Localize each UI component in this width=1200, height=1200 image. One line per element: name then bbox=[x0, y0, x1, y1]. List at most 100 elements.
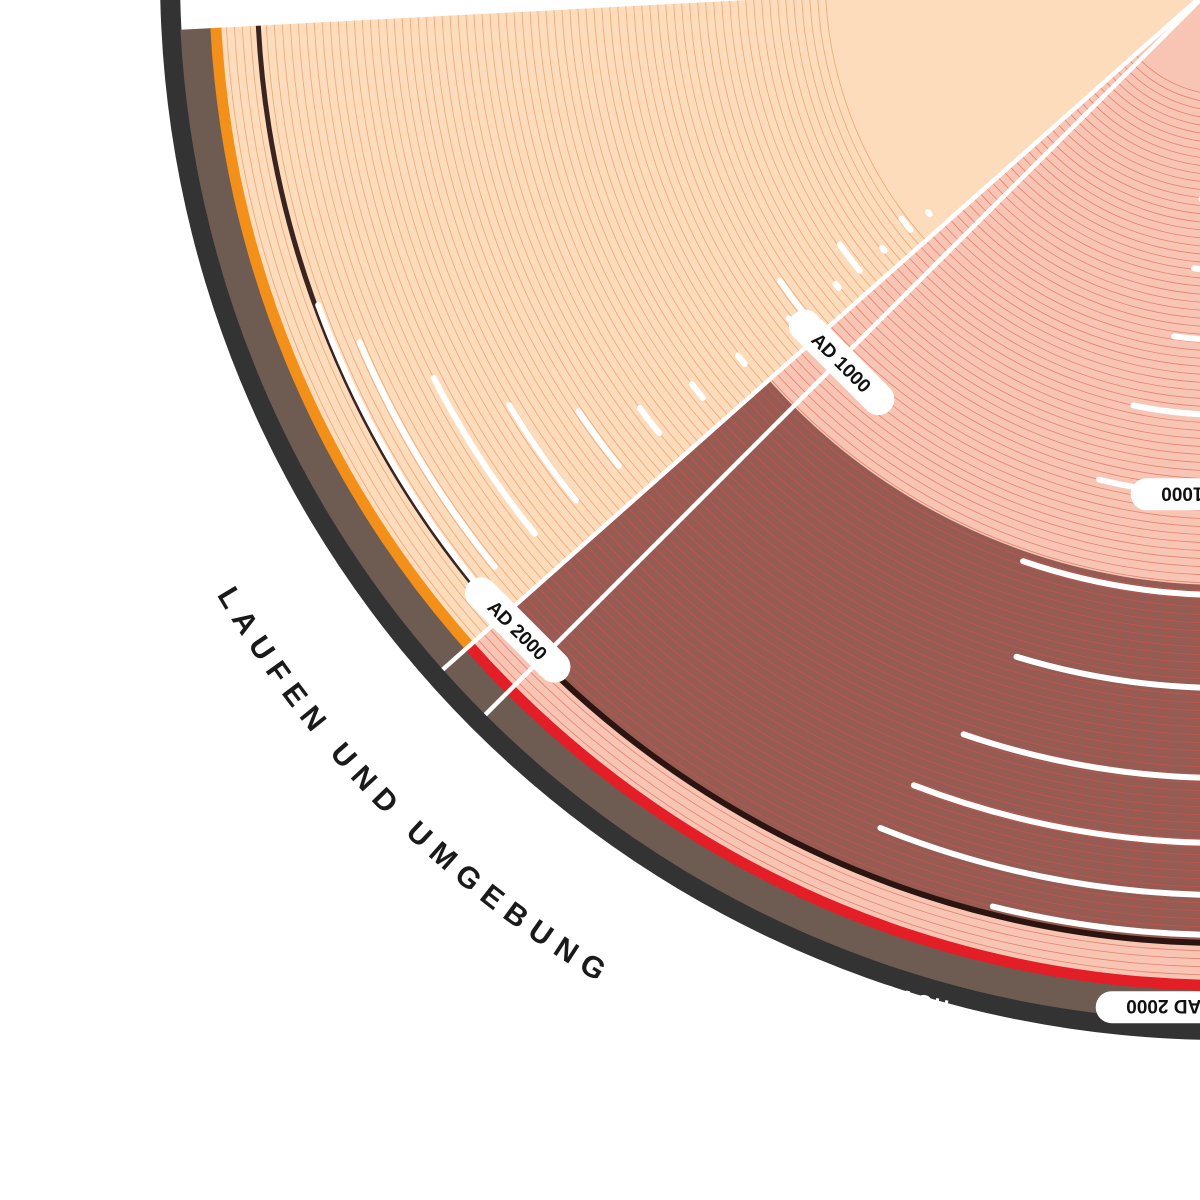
schloss-ring-line bbox=[476, 638, 1200, 976]
schloss-ring-line bbox=[1003, 171, 1200, 271]
growth-arc bbox=[1171, 333, 1200, 343]
lokalbahn-ring-line bbox=[577, 8, 741, 406]
schloss-ring-line bbox=[1081, 102, 1200, 166]
schloss-ring-line bbox=[829, 325, 1200, 503]
lokalbahn-ring-line bbox=[473, 14, 663, 475]
schloss-ring-line bbox=[572, 553, 1200, 848]
lokalbahn-ring-line bbox=[377, 19, 592, 539]
schloss-ring-line bbox=[1105, 80, 1200, 134]
divider-upper bbox=[483, 0, 1200, 717]
schloss-ring-line bbox=[835, 319, 1200, 495]
schloss-ring-line bbox=[710, 431, 1200, 663]
schloss-ring-line bbox=[602, 527, 1200, 807]
growth-arc bbox=[1191, 265, 1200, 272]
schloss-ring-line bbox=[530, 590, 1200, 904]
lokalbahn-ring-line bbox=[601, 7, 759, 390]
schloss-ring-line bbox=[943, 224, 1200, 351]
schloss-ring-line bbox=[614, 516, 1200, 792]
growth-arc bbox=[356, 339, 498, 570]
schloss-ring-line bbox=[847, 309, 1200, 479]
growth-arc bbox=[688, 381, 706, 401]
schloss-ring-line bbox=[578, 548, 1200, 839]
growth-arc bbox=[989, 903, 1200, 938]
lokalbahn-ring-line bbox=[681, 3, 819, 337]
schloss-ring-line bbox=[746, 399, 1200, 615]
growth-arc bbox=[898, 215, 914, 233]
lokalbahn-ring-line bbox=[665, 4, 807, 348]
schloss-ring-line bbox=[524, 596, 1200, 911]
schloss-ring-line bbox=[662, 474, 1200, 727]
lokalbahn-ring-line bbox=[457, 15, 651, 486]
schloss-ring-line bbox=[494, 622, 1200, 952]
schloss-ring-line bbox=[871, 288, 1200, 447]
schloss-ring-line bbox=[1021, 155, 1200, 247]
schloss-ring-line bbox=[823, 330, 1200, 511]
lokalbahn-ring-line bbox=[521, 11, 699, 443]
schloss-ring-line bbox=[782, 367, 1200, 567]
growth-arc bbox=[910, 782, 1200, 846]
lokalbahn-ring-line bbox=[761, 0, 879, 284]
schloss-ring-line bbox=[1075, 107, 1200, 174]
schloss-ring-line bbox=[883, 277, 1200, 431]
schloss-ring-line bbox=[764, 383, 1200, 591]
schloss-ring-line bbox=[949, 219, 1200, 343]
lokalbahn-ring-line bbox=[617, 6, 771, 379]
lokalbahn-ring-line bbox=[809, 0, 915, 252]
growth-arc bbox=[960, 731, 1200, 781]
lokalbahn-ring-line bbox=[609, 7, 765, 385]
lokalbahn-ring-line bbox=[329, 21, 556, 571]
growth-arc bbox=[877, 825, 1200, 898]
schloss-ring-line bbox=[644, 489, 1200, 751]
schloss-ring-line bbox=[638, 495, 1200, 759]
era-marker-lokalbahn-1000-pill bbox=[788, 309, 895, 416]
schloss-dark-zone bbox=[501, 380, 1200, 943]
lokalbahn-ring-line bbox=[713, 1, 843, 316]
schloss-ring-line bbox=[1069, 112, 1200, 182]
era-marker-schloss-2000-pill bbox=[1095, 991, 1200, 1024]
schloss-ring-line bbox=[800, 351, 1200, 543]
lokalbahn-ring-line bbox=[305, 23, 538, 587]
schloss-ring-line bbox=[937, 229, 1200, 359]
schloss-ring-line bbox=[997, 176, 1200, 279]
schloss-ring-line bbox=[620, 511, 1200, 784]
schloss-ring-line bbox=[722, 420, 1200, 647]
schloss-ring-line bbox=[991, 181, 1200, 287]
lokalbahn-ring-line bbox=[409, 17, 616, 518]
schloss-ring-line bbox=[650, 484, 1200, 743]
lokalbahn-ring-line bbox=[793, 0, 903, 263]
lokalbahn-ring-line bbox=[361, 20, 580, 549]
lokalbahn-ring-line bbox=[226, 27, 478, 640]
schloss-ring-line bbox=[889, 272, 1200, 423]
schloss-ring-line bbox=[482, 633, 1200, 967]
lokalbahn-ring-line bbox=[737, 0, 861, 300]
schloss-ring-line bbox=[955, 213, 1200, 335]
schloss-ring-line bbox=[686, 452, 1200, 695]
schloss-ring-line bbox=[1099, 86, 1200, 142]
lokalbahn-ring-line bbox=[545, 10, 717, 427]
schloss-ring-line bbox=[985, 187, 1200, 295]
lokalbahn-ring-line bbox=[241, 26, 490, 629]
lokalbahn-ring-line bbox=[817, 0, 921, 247]
schloss-ring-line bbox=[967, 203, 1200, 319]
lokalbahn-ring-line bbox=[505, 12, 687, 454]
schloss-ring-line bbox=[668, 468, 1200, 720]
lokalbahn-ring-line bbox=[489, 13, 675, 464]
schloss-ring-line bbox=[865, 293, 1200, 455]
lokalbahn-ring-line bbox=[353, 20, 574, 555]
lokalbahn-ring-line bbox=[689, 3, 825, 332]
era-marker-lokalbahn-2000-pill bbox=[464, 577, 571, 683]
lokalbahn-ring-line bbox=[385, 18, 598, 533]
lokalbahn-ring-line bbox=[425, 16, 628, 507]
lokalbahn-ring-line bbox=[529, 11, 705, 438]
lokalbahn-sector-fill bbox=[221, 0, 1197, 643]
schloss-ring-line bbox=[506, 612, 1200, 936]
lokalbahn-ring-line bbox=[369, 19, 586, 544]
growth-arc bbox=[837, 241, 863, 274]
schloss-ring-line bbox=[973, 197, 1200, 311]
schloss-ring-line bbox=[674, 463, 1200, 711]
lokalbahn-ring-line bbox=[705, 2, 837, 321]
schloss-ring-line bbox=[752, 394, 1200, 607]
schloss-ring-line bbox=[680, 458, 1200, 703]
lokalbahn-ring-line bbox=[289, 23, 526, 597]
